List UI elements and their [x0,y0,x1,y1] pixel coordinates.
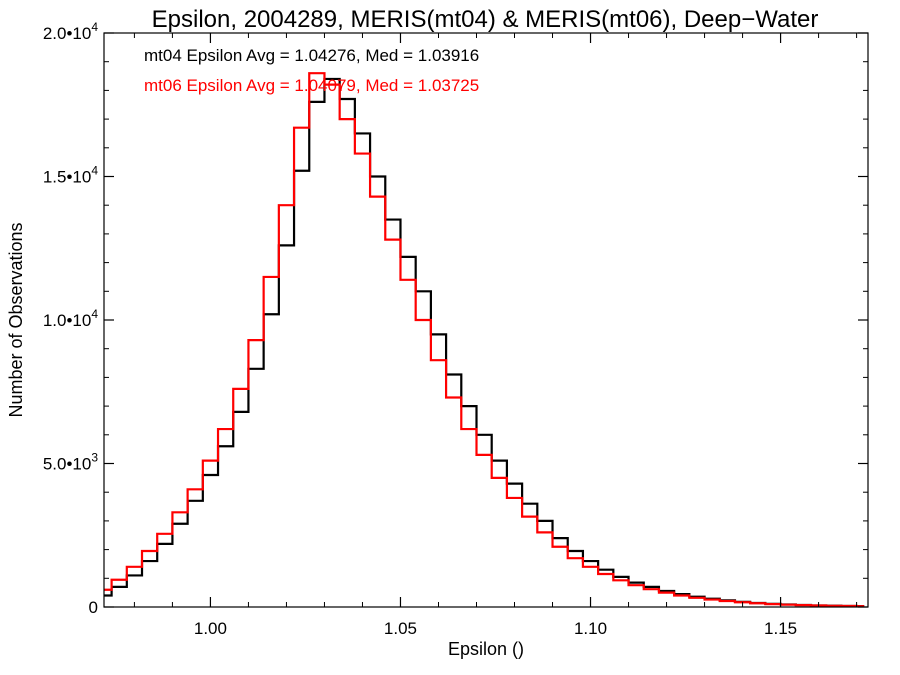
y-axis: 0 5.0•103 1.0•104 1.5•104 2.0•104 [43,20,868,617]
x-axis-label: Epsilon () [448,639,524,659]
x-tick-label: 1.10 [574,619,607,638]
y-tick-label: 1.5•104 [43,164,99,187]
x-tick-label: 1.05 [384,619,417,638]
y-axis-label: Number of Observations [6,222,26,417]
y-tick-label: 1.0•104 [43,307,99,330]
x-tick-label: 1.15 [764,619,797,638]
legend-annotation-2: mt06 Epsilon Avg = 1.04079, Med = 1.0372… [144,76,479,95]
y-tick-label: 2.0•104 [43,20,99,43]
y-tick-label: 5.0•103 [43,451,99,474]
legend: mt04 Epsilon Avg = 1.04276, Med = 1.0391… [144,46,479,95]
plot-frame [103,32,869,608]
chart-title: Epsilon, 2004289, MERIS(mt04) & MERIS(mt… [152,6,819,33]
y-tick-label: 0 [89,598,98,617]
x-tick-label: 1.00 [194,619,227,638]
series-mt04-line [104,77,865,608]
legend-annotation-1: mt04 Epsilon Avg = 1.04276, Med = 1.0391… [144,46,479,65]
series-mt06-line [104,72,865,608]
series-layer [104,72,865,608]
x-axis: 1.00 1.05 1.10 1.15 [133,33,858,638]
